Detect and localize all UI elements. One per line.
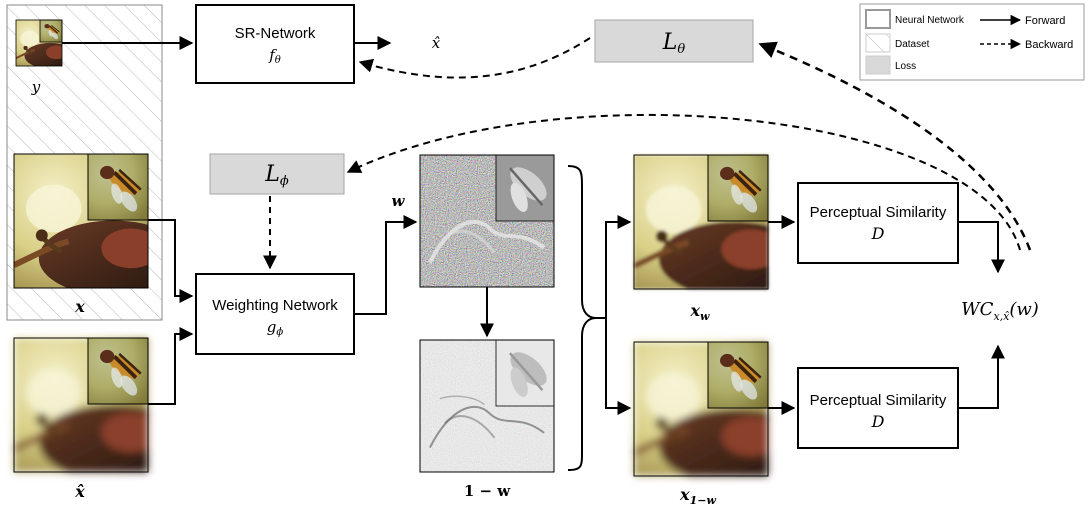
label-wc: WCx,x̂(w) [961, 299, 1039, 323]
loss-theta-box [594, 19, 754, 63]
loss-theta-symbol: Lθ [662, 30, 686, 57]
arrow-xhat-to-weighting [148, 327, 194, 405]
image-x-1-minus-w [633, 341, 769, 477]
label-x-hat: x̂ [74, 482, 85, 501]
weighting-network-box [195, 273, 355, 355]
perceptual-top-symbol: D [871, 224, 885, 243]
loss-phi-box [209, 153, 345, 195]
arrow-perceptual-bottom-to-wc [958, 344, 1005, 409]
label-x-w: xw [689, 301, 710, 323]
label-x-1-minus-w: x1−w [679, 485, 716, 507]
weighting-network-symbol: gϕ [267, 318, 284, 338]
backward-ltheta-to-sr [358, 37, 591, 79]
legend-swatch-loss [865, 55, 891, 75]
legend-neural-network: Neural Network [895, 15, 965, 26]
backward-wc-to-lphi [346, 113, 1021, 251]
legend: Neural Network Dataset Loss Forward Back… [859, 3, 1085, 81]
perceptual-bottom-symbol: D [871, 412, 885, 431]
sr-network-symbol: fθ [268, 46, 281, 66]
image-x-w [633, 154, 769, 290]
curly-brace [567, 165, 597, 471]
arrow-x-to-weighting [148, 219, 194, 303]
label-y: y [31, 78, 41, 96]
sr-network-title: SR-Network [235, 25, 316, 42]
arrow-perceptual-top-to-wc [958, 221, 1005, 274]
legend-forward: Forward [1025, 15, 1065, 27]
arrow-weighting-to-w [354, 215, 418, 315]
label-1-minus-w: 1 − w [464, 482, 511, 500]
image-x-hat [13, 337, 149, 473]
perceptual-similarity-top-box [797, 182, 959, 264]
legend-loss: Loss [895, 61, 916, 72]
image-w [419, 154, 555, 288]
image-1-minus-w [419, 339, 555, 473]
perceptual-top-title: Perceptual Similarity [810, 204, 947, 221]
label-w: w [392, 192, 406, 210]
legend-swatch-network [865, 9, 891, 29]
arrow-brace-to-x1mw [605, 318, 632, 415]
legend-swatch-dataset [865, 33, 891, 53]
arrow-brace-to-xw [596, 215, 632, 319]
backward-wc-to-ltheta [758, 41, 1032, 251]
perceptual-bottom-title: Perceptual Similarity [810, 392, 947, 409]
sr-network-box [195, 4, 355, 84]
loss-phi-symbol: Lϕ [264, 162, 289, 189]
weighting-network-title: Weighting Network [212, 297, 338, 314]
label-x-hat-output: x̂ [432, 34, 441, 52]
legend-dataset: Dataset [895, 39, 930, 50]
legend-backward: Backward [1025, 39, 1073, 51]
label-x: x [74, 297, 85, 316]
